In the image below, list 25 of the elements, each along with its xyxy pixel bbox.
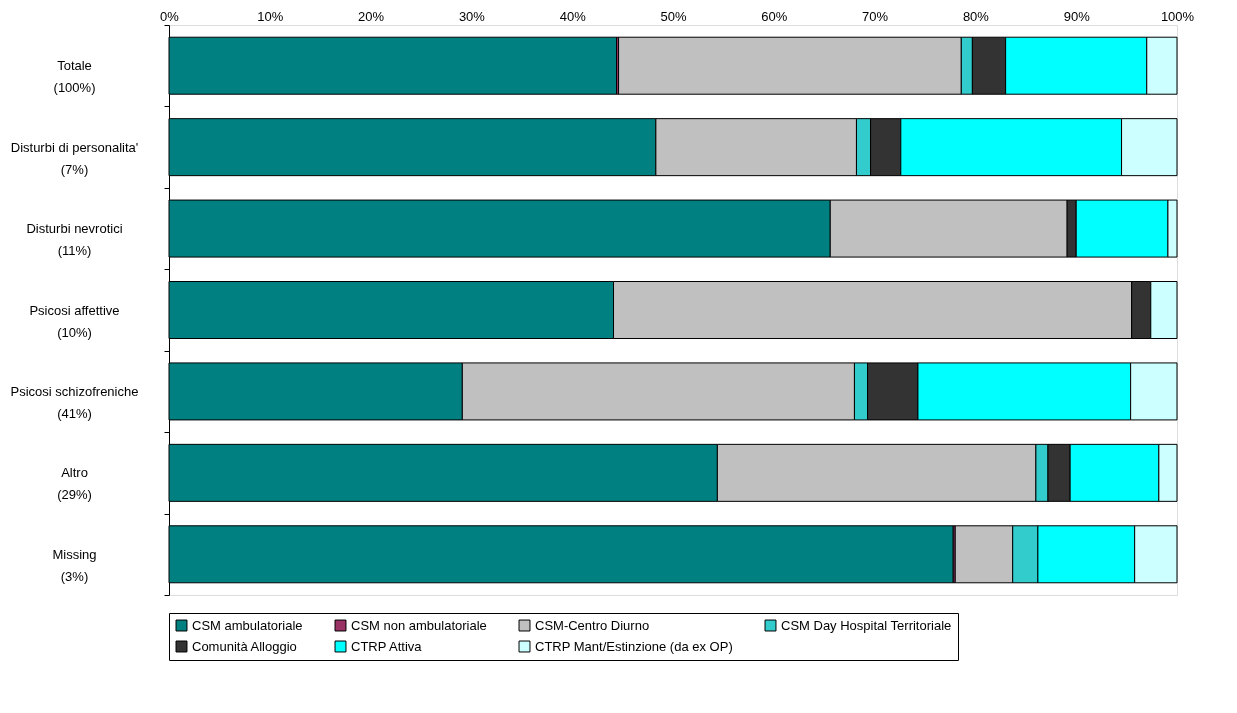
legend-label: Comunità Alloggio xyxy=(192,638,297,654)
y-tick-label: Psicosi affettive (10%) xyxy=(29,302,120,340)
x-tick-label: 30% xyxy=(458,8,486,24)
legend-label: CSM ambulatoriale xyxy=(192,617,303,633)
legend-label: CSM Day Hospital Territoriale xyxy=(781,617,952,633)
legend-label: CTRP Attiva xyxy=(351,638,423,654)
y-tick-label: Disturbi nevrotici (11%) xyxy=(26,221,123,259)
x-tick-label: 0% xyxy=(160,8,180,24)
y-tick-label: Totale (100%) xyxy=(53,58,96,96)
x-tick-label: 10% xyxy=(257,8,284,24)
legend-label: CSM-Centro Diurno xyxy=(535,617,650,633)
y-tick-label: Disturbi di personalita' (7%) xyxy=(10,139,139,177)
legend-label: CTRP Mant/Estinzione (da ex OP) xyxy=(535,638,733,654)
y-tick-label: Psicosi schizofreniche (41%) xyxy=(10,383,139,421)
x-tick-label: 90% xyxy=(1063,8,1091,24)
y-tick-label: Altro (29%) xyxy=(57,465,92,503)
x-tick-label: 20% xyxy=(358,8,385,24)
x-tick-label: 60% xyxy=(761,8,788,24)
x-tick-label: 80% xyxy=(962,8,990,24)
x-tick-label: 70% xyxy=(862,8,889,24)
legend-label: CSM non ambulatoriale xyxy=(351,617,487,633)
x-tick-label: 100% xyxy=(1160,8,1195,24)
y-tick-label: Missing (3%) xyxy=(52,546,97,584)
x-tick-label: 40% xyxy=(559,8,587,24)
x-tick-label: 50% xyxy=(660,8,687,24)
